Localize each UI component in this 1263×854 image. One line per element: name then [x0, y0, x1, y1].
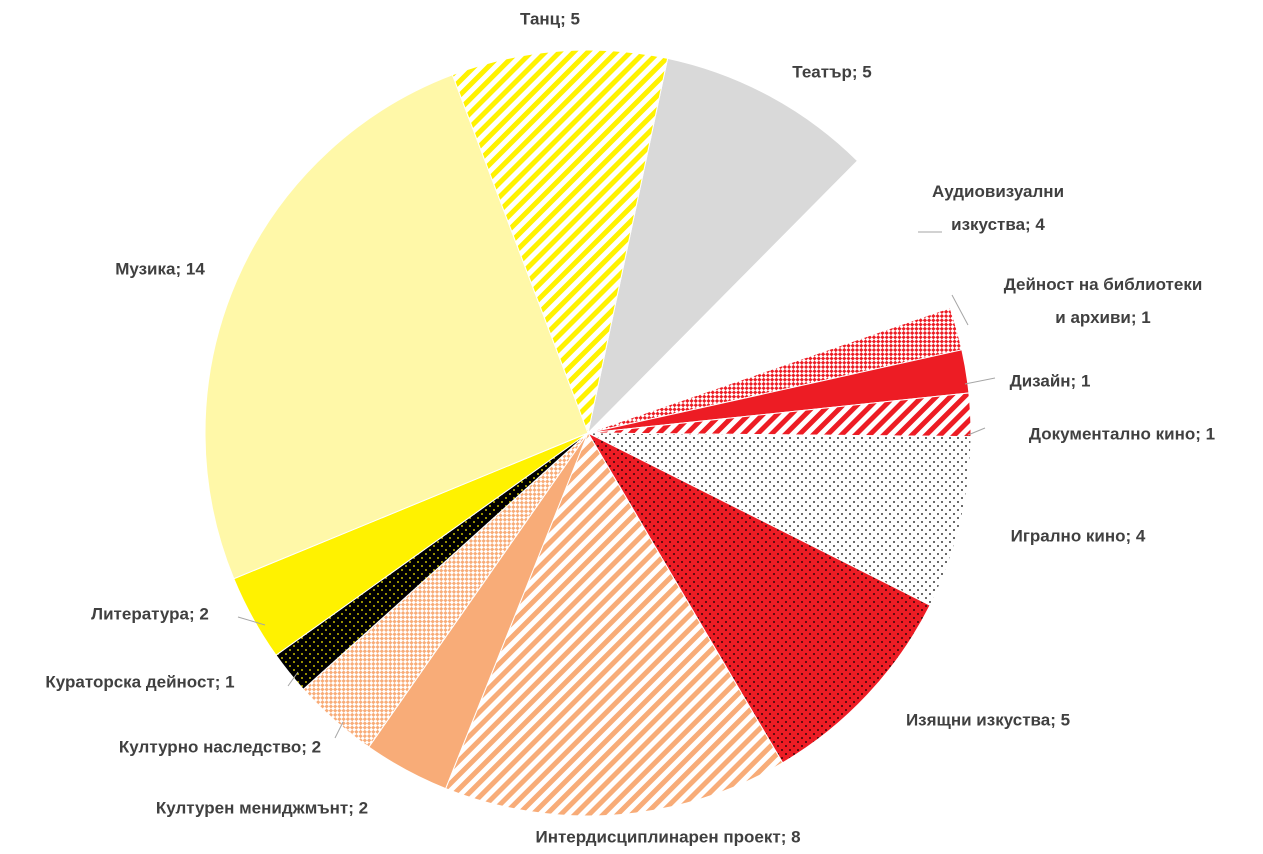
data-label: Игрално кино; 4 [1011, 526, 1146, 545]
pie-slice [445, 431, 784, 817]
pie-slice [587, 432, 972, 606]
data-label: Културно наследство; 2 [119, 737, 321, 756]
data-label: Аудиовизуални изкуства; 4 [932, 182, 1064, 234]
leader-line [334, 721, 344, 739]
pie-slice [451, 49, 669, 435]
data-label: Музика; 14 [115, 259, 205, 278]
data-label: Театър; 5 [792, 62, 871, 81]
data-label: Интердисциплинарен проект; 8 [535, 827, 800, 846]
data-label: Танц; 5 [520, 9, 580, 28]
pie-slice [586, 431, 931, 764]
leader-line [287, 671, 299, 687]
leader-line [967, 427, 986, 436]
data-label: Документално кино; 1 [1029, 424, 1215, 443]
leader-line [964, 377, 996, 385]
data-label: Дейност на библиотеки и архиви; 1 [1004, 275, 1203, 327]
leader-line [951, 294, 969, 326]
pie-slice [587, 57, 859, 435]
leader-line [237, 616, 266, 626]
data-label: Литература; 2 [91, 604, 209, 623]
data-label: Кураторска дейност; 1 [45, 672, 234, 691]
pie-slice [587, 160, 951, 434]
data-label: Изящни изкуства; 5 [906, 710, 1070, 729]
data-label: Културен мениджмънт; 2 [156, 798, 368, 817]
data-label: Дизайн; 1 [1010, 371, 1091, 390]
pie-slice [204, 74, 589, 580]
